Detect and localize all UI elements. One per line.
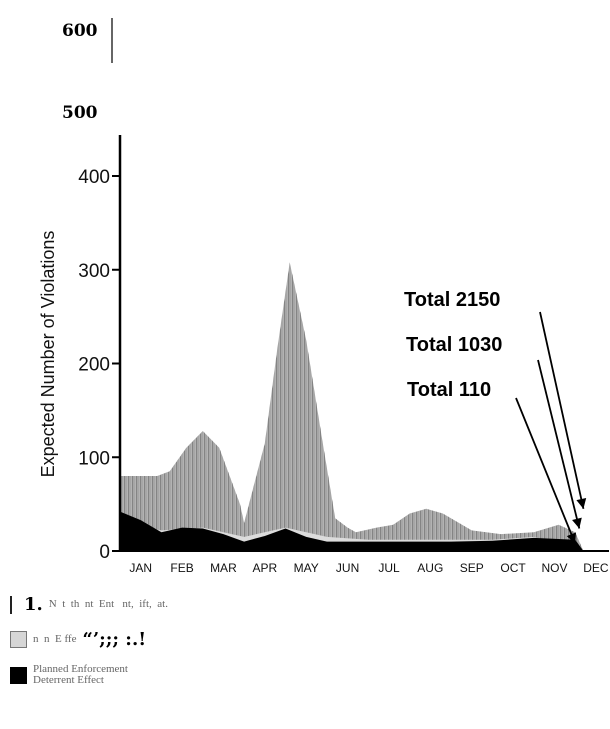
annotation-arrow-1 (539, 311, 585, 510)
legend-item-2-label: “’;;; :.! (82, 629, 147, 650)
legend-bracket-swatch (10, 595, 18, 614)
legend-light-swatch (10, 631, 27, 648)
annotations-group: Total 2150 Total 1030 Total 110 (404, 289, 587, 544)
y-tick-label-0: 0 (99, 542, 110, 563)
y-axis-label: Expected Number of Violations (38, 231, 58, 478)
x-tick-label-apr: APR (252, 561, 277, 575)
x-ticks-group: JAN FEB MAR APR MAY JUN JUL AUG SEP OCT NOV DEC (129, 561, 609, 575)
annotation-arrow-3 (515, 397, 577, 544)
legend-dark-swatch (10, 666, 27, 684)
legend-item-2: n n E ffe “’;;; :.! (10, 629, 168, 650)
legend-item-1-label: 1. (24, 594, 43, 615)
legend-item-3-sub: Planned Enforcement Deterrent Effect (33, 663, 128, 686)
x-tick-label-jan: JAN (129, 561, 152, 575)
annotation-total-1: Total 2150 (404, 289, 500, 311)
annotation-arrowhead-3 (566, 532, 577, 544)
series-dark-area (120, 511, 584, 551)
x-tick-label-oct: OCT (500, 561, 526, 575)
annotation-arrowhead-1 (576, 497, 587, 509)
y-ticks-group: 0 100 200 300 400 500 600 (62, 21, 120, 563)
x-tick-label-nov: NOV (541, 561, 567, 575)
legend-item-1-sub: N t th nt Ent nt, ift, at. (48, 598, 168, 610)
annotation-total-3: Total 110 (407, 379, 491, 401)
legend-item-3: Planned Enforcement Deterrent Effect (10, 664, 168, 686)
y-tick-label-100: 100 (78, 448, 110, 469)
series-hatched-area (120, 262, 584, 551)
legend-item-2-sub: n n E ffe (33, 633, 77, 645)
legend: 1. N t th nt Ent nt, ift, at. n n E ffe … (10, 594, 168, 700)
x-tick-label-aug: AUG (417, 561, 443, 575)
y-tick-label-200: 200 (78, 355, 110, 376)
annotation-arrow-2 (537, 359, 581, 529)
x-tick-label-jun: JUN (336, 561, 359, 575)
x-tick-label-mar: MAR (210, 561, 237, 575)
x-tick-label-sep: SEP (460, 561, 484, 575)
x-tick-label-may: MAY (294, 561, 319, 575)
x-tick-label-feb: FEB (170, 561, 193, 575)
y-tick-label-500: 500 (62, 103, 98, 123)
area-series-group (120, 262, 584, 551)
axes-group (111, 18, 609, 552)
annotation-arrowhead-2 (572, 517, 582, 529)
annotation-total-2: Total 1030 (406, 334, 502, 356)
y-tick-label-600: 600 (62, 21, 98, 41)
x-tick-label-jul: JUL (378, 561, 400, 575)
legend-item-1: 1. N t th nt Ent nt, ift, at. (10, 594, 168, 615)
y-tick-label-300: 300 (78, 261, 110, 282)
x-tick-label-dec: DEC (583, 561, 609, 575)
y-tick-label-400: 400 (78, 167, 110, 188)
